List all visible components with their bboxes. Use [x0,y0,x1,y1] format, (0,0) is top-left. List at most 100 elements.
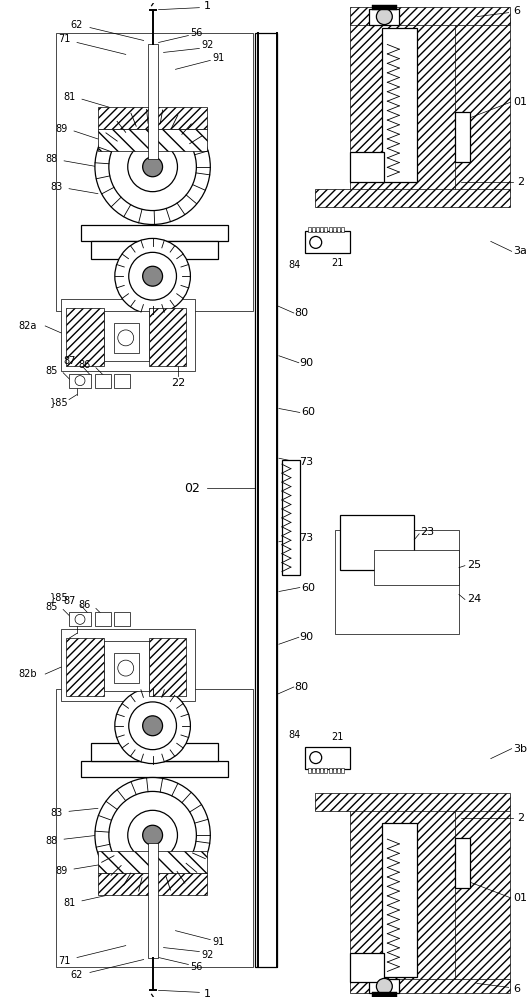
Bar [341,768,344,773]
Bar [56,33,253,311]
Text: 62: 62 [71,970,83,980]
Text: 83: 83 [50,808,62,818]
Bar [104,641,149,691]
Text: 21: 21 [331,732,344,742]
Bar [349,152,384,182]
Bar [69,374,91,388]
Text: 90: 90 [299,358,314,368]
Text: 01: 01 [513,97,528,107]
Text: 87: 87 [63,596,75,606]
Circle shape [310,752,322,764]
Text: 6: 6 [513,6,520,16]
Bar [61,629,195,701]
Text: 22: 22 [172,378,186,388]
Bar [374,550,459,585]
Circle shape [128,142,177,192]
Circle shape [129,252,176,300]
Bar [349,18,459,192]
Text: 62: 62 [71,20,83,30]
Bar [66,308,104,366]
Bar [305,231,349,253]
Bar [148,44,158,159]
Bar [98,851,207,873]
Circle shape [109,123,196,211]
Circle shape [310,236,322,248]
Text: 80: 80 [295,308,309,318]
Bar [333,768,336,773]
Circle shape [95,109,210,224]
Bar [455,112,470,162]
Bar [114,323,139,353]
Bar [149,308,186,366]
Bar [98,129,207,151]
Bar [316,227,319,232]
Bar [372,5,397,10]
Text: 02: 02 [184,482,200,495]
Bar [455,808,510,982]
Bar [382,823,417,977]
Text: 24: 24 [467,594,481,604]
Bar [308,227,311,232]
Bar [329,768,332,773]
Bar [81,761,228,777]
Circle shape [115,688,191,764]
Bar [382,28,417,182]
Bar [316,768,319,773]
Bar [320,768,323,773]
Text: 81: 81 [63,898,75,908]
Text: 89: 89 [55,124,67,134]
Text: 86: 86 [79,600,91,610]
Text: 71: 71 [58,956,70,966]
Circle shape [118,660,134,676]
Text: 3b: 3b [513,744,528,754]
Bar [341,227,344,232]
Text: 01: 01 [513,893,528,903]
Text: 21: 21 [331,258,344,268]
Text: 2: 2 [517,177,524,187]
Bar [282,460,300,575]
Text: 60: 60 [301,407,315,417]
Circle shape [75,614,85,624]
Bar [114,612,130,626]
Text: 25: 25 [467,560,481,570]
Bar [312,227,315,232]
Circle shape [118,330,134,346]
Circle shape [115,238,191,314]
Text: 84: 84 [289,260,301,270]
Text: 1: 1 [204,989,211,999]
Bar [66,638,104,696]
Bar [148,843,158,958]
Bar [308,768,311,773]
Bar [349,953,384,982]
Text: 91: 91 [212,937,225,947]
Bar [149,638,186,696]
Text: 88: 88 [45,836,57,846]
Text: 71: 71 [58,34,70,44]
Text: 3a: 3a [513,246,528,256]
Circle shape [129,702,176,750]
Text: 87: 87 [63,356,75,366]
Bar [337,768,340,773]
Bar [95,612,111,626]
Text: 56: 56 [190,962,202,972]
Bar [324,768,328,773]
Circle shape [143,266,162,286]
Bar [305,747,349,769]
Bar [61,299,195,371]
Bar [337,227,340,232]
Bar [372,992,397,997]
Text: 83: 83 [50,182,62,192]
Circle shape [128,810,177,860]
Bar [455,18,510,192]
Bar [312,768,315,773]
Bar [91,241,218,259]
Text: 92: 92 [201,950,213,960]
Text: 82a: 82a [18,321,37,331]
Circle shape [376,9,392,25]
Text: 86: 86 [79,360,91,370]
Text: 89: 89 [55,866,67,876]
Circle shape [143,157,162,177]
Bar [69,612,91,626]
Circle shape [109,791,196,879]
Bar [349,979,510,993]
